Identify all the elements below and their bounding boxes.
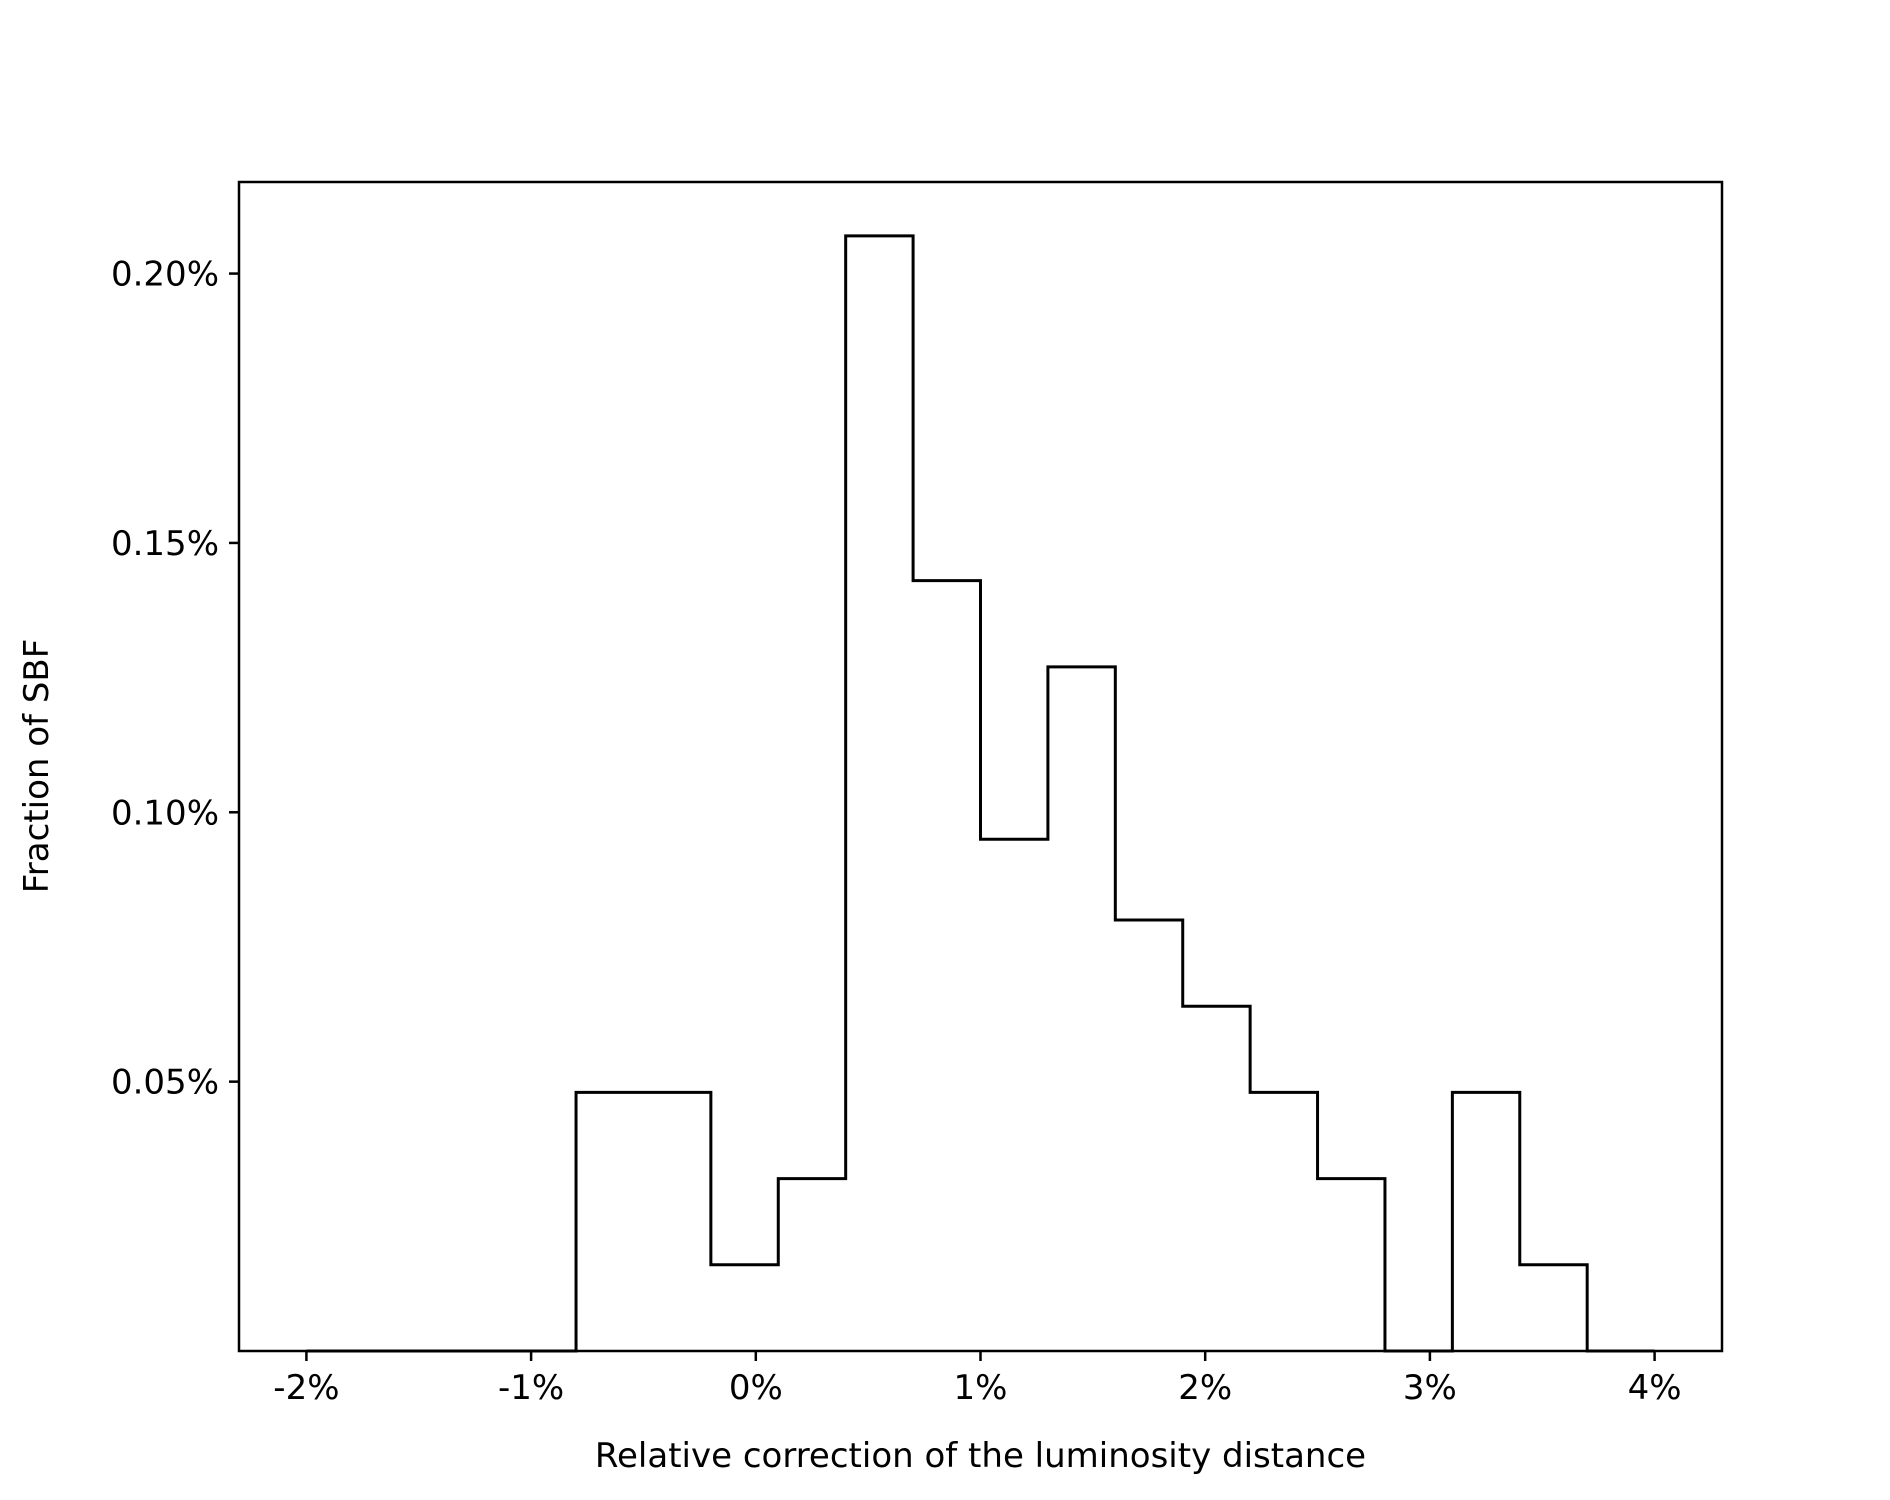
x-tick-label: 4% xyxy=(1628,1368,1682,1408)
x-axis-ticks: -2% -1% 0% 1% 2% 3% 4% xyxy=(273,1351,1682,1408)
y-tick-label: 0.10% xyxy=(111,793,219,833)
y-tick-label: 0.20% xyxy=(111,255,219,295)
x-tick-label: 0% xyxy=(729,1368,783,1408)
x-tick-label: 3% xyxy=(1403,1368,1457,1408)
x-tick-label: -1% xyxy=(498,1368,564,1408)
x-tick-label: -2% xyxy=(273,1368,339,1408)
y-axis-ticks: 0.05% 0.10% 0.15% 0.20% xyxy=(111,255,239,1103)
x-tick-label: 1% xyxy=(954,1368,1008,1408)
y-tick-label: 0.05% xyxy=(111,1063,219,1103)
x-axis-label: Relative correction of the luminosity di… xyxy=(595,1436,1366,1476)
x-tick-label: 2% xyxy=(1178,1368,1232,1408)
histogram-outline xyxy=(306,234,1655,1353)
y-tick-label: 0.15% xyxy=(111,524,219,564)
y-axis-label: Fraction of SBF xyxy=(17,639,57,894)
